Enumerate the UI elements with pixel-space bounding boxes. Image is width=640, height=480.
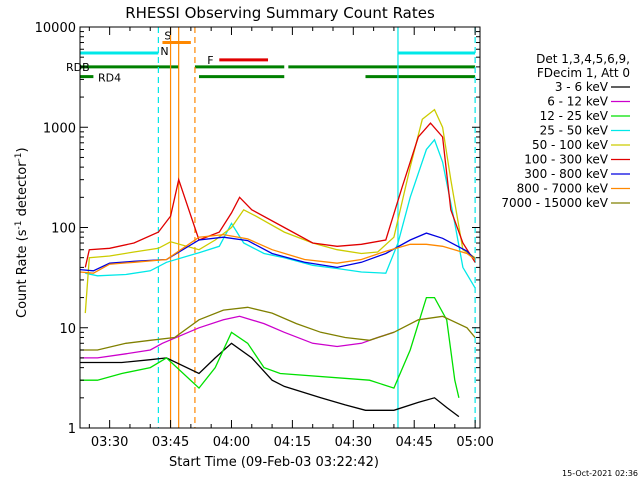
y-tick-label-1: 1: [68, 422, 76, 437]
legend-label-4: 25 - 50 keV: [540, 124, 609, 138]
x-tick-label-5: 04:30: [335, 435, 372, 450]
series-line-5: [84, 108, 476, 314]
series-line-4: [85, 138, 476, 289]
series-line-1: [80, 342, 460, 418]
legend-label-3: 12 - 25 keV: [540, 109, 609, 123]
series-line-9: [80, 306, 476, 351]
y-tick-label-2: 10: [59, 322, 76, 337]
x-tick-label-4: 04:15: [274, 435, 311, 450]
x-tick-label-6: 04:45: [395, 435, 432, 450]
legend-label-5: 50 - 100 keV: [532, 138, 609, 152]
plot-frame: [79, 26, 481, 429]
x-tick-label-2: 03:45: [152, 435, 189, 450]
flag-label-3: F: [207, 54, 213, 67]
flag-label-5: RDB: [66, 61, 90, 74]
legend-label-6: 100 - 300 keV: [524, 153, 608, 167]
flag-label-6: RD4: [98, 72, 121, 85]
legend-header-line-1: Det 1,3,4,5,6,9,: [536, 52, 630, 66]
chart-title: RHESSI Observing Summary Count Rates: [125, 4, 435, 22]
series-line-7: [79, 232, 476, 272]
legend-label-8: 800 - 7000 keV: [517, 182, 609, 196]
legend-label-9: 7000 - 15000 keV: [501, 196, 608, 210]
axes: 03:30 03:45 04:00 04:15 04:30 04:45 05:00 1 10 10…: [35, 21, 494, 450]
y-tick-label-5: 10000: [35, 21, 76, 36]
series-line-6: [84, 122, 476, 268]
x-tick-label-1: 03:30: [91, 435, 128, 450]
x-tick-label-7: 05:00: [456, 435, 493, 450]
legend: Det 1,3,4,5,6,9, FDecim 1, Att 0 3 - 6 k…: [501, 52, 630, 210]
legend-header-line-2: FDecim 1, Att 0: [537, 66, 630, 80]
legend-label-2: 6 - 12 keV: [547, 95, 609, 109]
flag-label-2: S: [164, 30, 171, 43]
legend-label-7: 300 - 800 keV: [524, 167, 608, 181]
x-axis-label: Start Time (09-Feb-03 03:22:42): [169, 455, 379, 470]
event-markers: [157, 27, 476, 428]
series-line-3: [80, 296, 460, 398]
legend-label-1: 3 - 6 keV: [555, 80, 609, 94]
y-tick-label-4: 1000: [43, 121, 76, 136]
footer-timestamp: 15-Oct-2021 02:36: [562, 469, 638, 478]
y-axis-label: Count Rate (s-1 detector-1): [14, 147, 30, 318]
flag-label-1: N: [160, 45, 168, 58]
series-line-8: [79, 233, 476, 274]
series-line-2: [80, 315, 395, 359]
series-layer: [79, 108, 476, 418]
x-tick-label-3: 04:00: [213, 435, 250, 450]
flag-layer: NS F RDB RD4: [66, 30, 476, 85]
y-tick-label-3: 100: [51, 222, 76, 237]
